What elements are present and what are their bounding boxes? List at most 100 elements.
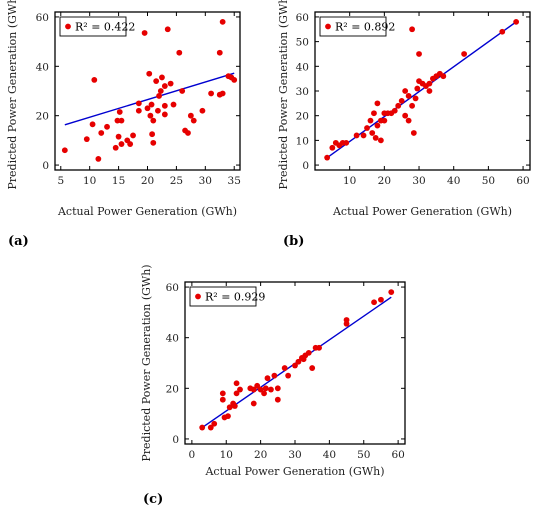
data-point — [388, 289, 395, 296]
data-point — [150, 139, 157, 146]
data-point — [305, 349, 312, 356]
data-point — [148, 101, 155, 108]
y-tick-label: 30 — [296, 86, 309, 98]
data-point — [161, 111, 168, 118]
data-point — [405, 117, 412, 124]
data-point — [414, 85, 421, 92]
data-point — [199, 424, 206, 431]
x-tick-label: 50 — [482, 175, 495, 187]
data-point — [219, 18, 226, 25]
data-point — [149, 131, 156, 138]
data-point — [112, 144, 119, 151]
legend: R² = 0.929 — [189, 286, 265, 307]
data-point — [391, 107, 398, 114]
data-point — [157, 88, 164, 94]
x-tick-label: 10 — [83, 175, 96, 187]
data-point — [254, 382, 261, 389]
y-tick-label: 20 — [296, 111, 309, 123]
x-tick-label: 25 — [170, 175, 183, 187]
y-tick-label: 40 — [36, 61, 49, 73]
legend: R² = 0.892 — [319, 16, 395, 37]
data-point — [264, 375, 271, 382]
data-point — [377, 137, 384, 144]
regression-line — [64, 72, 235, 126]
data-point — [285, 372, 292, 379]
data-point — [179, 88, 186, 94]
data-point — [167, 80, 174, 87]
data-point — [159, 74, 165, 81]
legend-marker — [325, 23, 331, 30]
data-point — [219, 90, 226, 97]
y-tick-label: 0 — [172, 434, 179, 446]
y-tick-label: 50 — [296, 37, 309, 49]
data-point — [130, 132, 136, 139]
data-point — [127, 141, 134, 147]
panel-label: (c) — [143, 492, 163, 507]
x-tick-label: 20 — [141, 175, 154, 187]
chart-panel-2: 10 20 30 40 50 60 0 10 20 30 40 50 60 Actual Power Ge… — [277, 0, 531, 249]
data-point — [378, 296, 384, 303]
data-point — [257, 386, 264, 393]
x-tick-label: 50 — [357, 449, 370, 461]
y-tick-label: 10 — [296, 135, 309, 147]
data-point — [211, 420, 218, 427]
data-point — [250, 400, 257, 407]
data-point — [216, 49, 223, 56]
panel-label: (b) — [283, 234, 304, 249]
data-point — [461, 51, 468, 57]
data-point — [135, 100, 142, 107]
x-tick-label: 30 — [199, 175, 212, 187]
y-axis-label: Predicted Power Generation (GWh) — [140, 264, 153, 461]
y-axis-label: Predicted Power Generation (GWh) — [277, 0, 290, 190]
data-point — [185, 130, 191, 136]
data-point — [395, 102, 402, 109]
x-tick-label: 20 — [378, 175, 391, 187]
data-point — [141, 30, 148, 36]
data-point — [271, 372, 278, 379]
data-point — [268, 386, 274, 393]
data-point — [104, 123, 110, 130]
data-point — [161, 83, 168, 89]
data-point — [153, 78, 160, 85]
data-point — [343, 139, 350, 146]
data-point — [61, 147, 68, 154]
data-point — [156, 93, 162, 99]
y-tick-label: 60 — [166, 282, 179, 294]
data-point — [426, 88, 433, 94]
data-point — [190, 117, 197, 124]
data-point — [513, 18, 520, 25]
x-tick-label: 40 — [447, 175, 460, 187]
data-point — [155, 107, 161, 114]
data-point — [410, 130, 417, 136]
data-point — [369, 130, 376, 136]
data-point — [95, 155, 102, 162]
data-point — [233, 380, 240, 387]
data-point — [207, 424, 214, 431]
y-tick-label: 0 — [42, 160, 49, 172]
data-point — [416, 51, 422, 57]
y-tick-label: 20 — [166, 383, 179, 395]
x-axis-label: Actual Power Generation (GWh) — [57, 205, 237, 218]
data-point — [409, 26, 415, 33]
data-point — [353, 132, 360, 139]
data-point — [402, 112, 409, 119]
data-point — [164, 26, 171, 33]
data-point — [329, 144, 336, 151]
data-point — [372, 135, 379, 141]
y-tick-label: 40 — [296, 61, 309, 73]
x-tick-label: 15 — [112, 175, 125, 187]
data-point — [262, 385, 269, 392]
data-point — [292, 362, 298, 369]
data-point — [161, 102, 168, 109]
data-point — [374, 100, 381, 107]
x-tick-label: 60 — [516, 175, 529, 187]
y-tick-label: 40 — [166, 333, 179, 345]
legend-marker — [195, 293, 201, 300]
data-point — [295, 358, 302, 365]
panel-label: (a) — [8, 234, 29, 249]
x-tick-label: 40 — [323, 449, 336, 461]
data-point — [170, 101, 177, 108]
data-point — [226, 404, 233, 411]
data-point — [118, 117, 125, 124]
